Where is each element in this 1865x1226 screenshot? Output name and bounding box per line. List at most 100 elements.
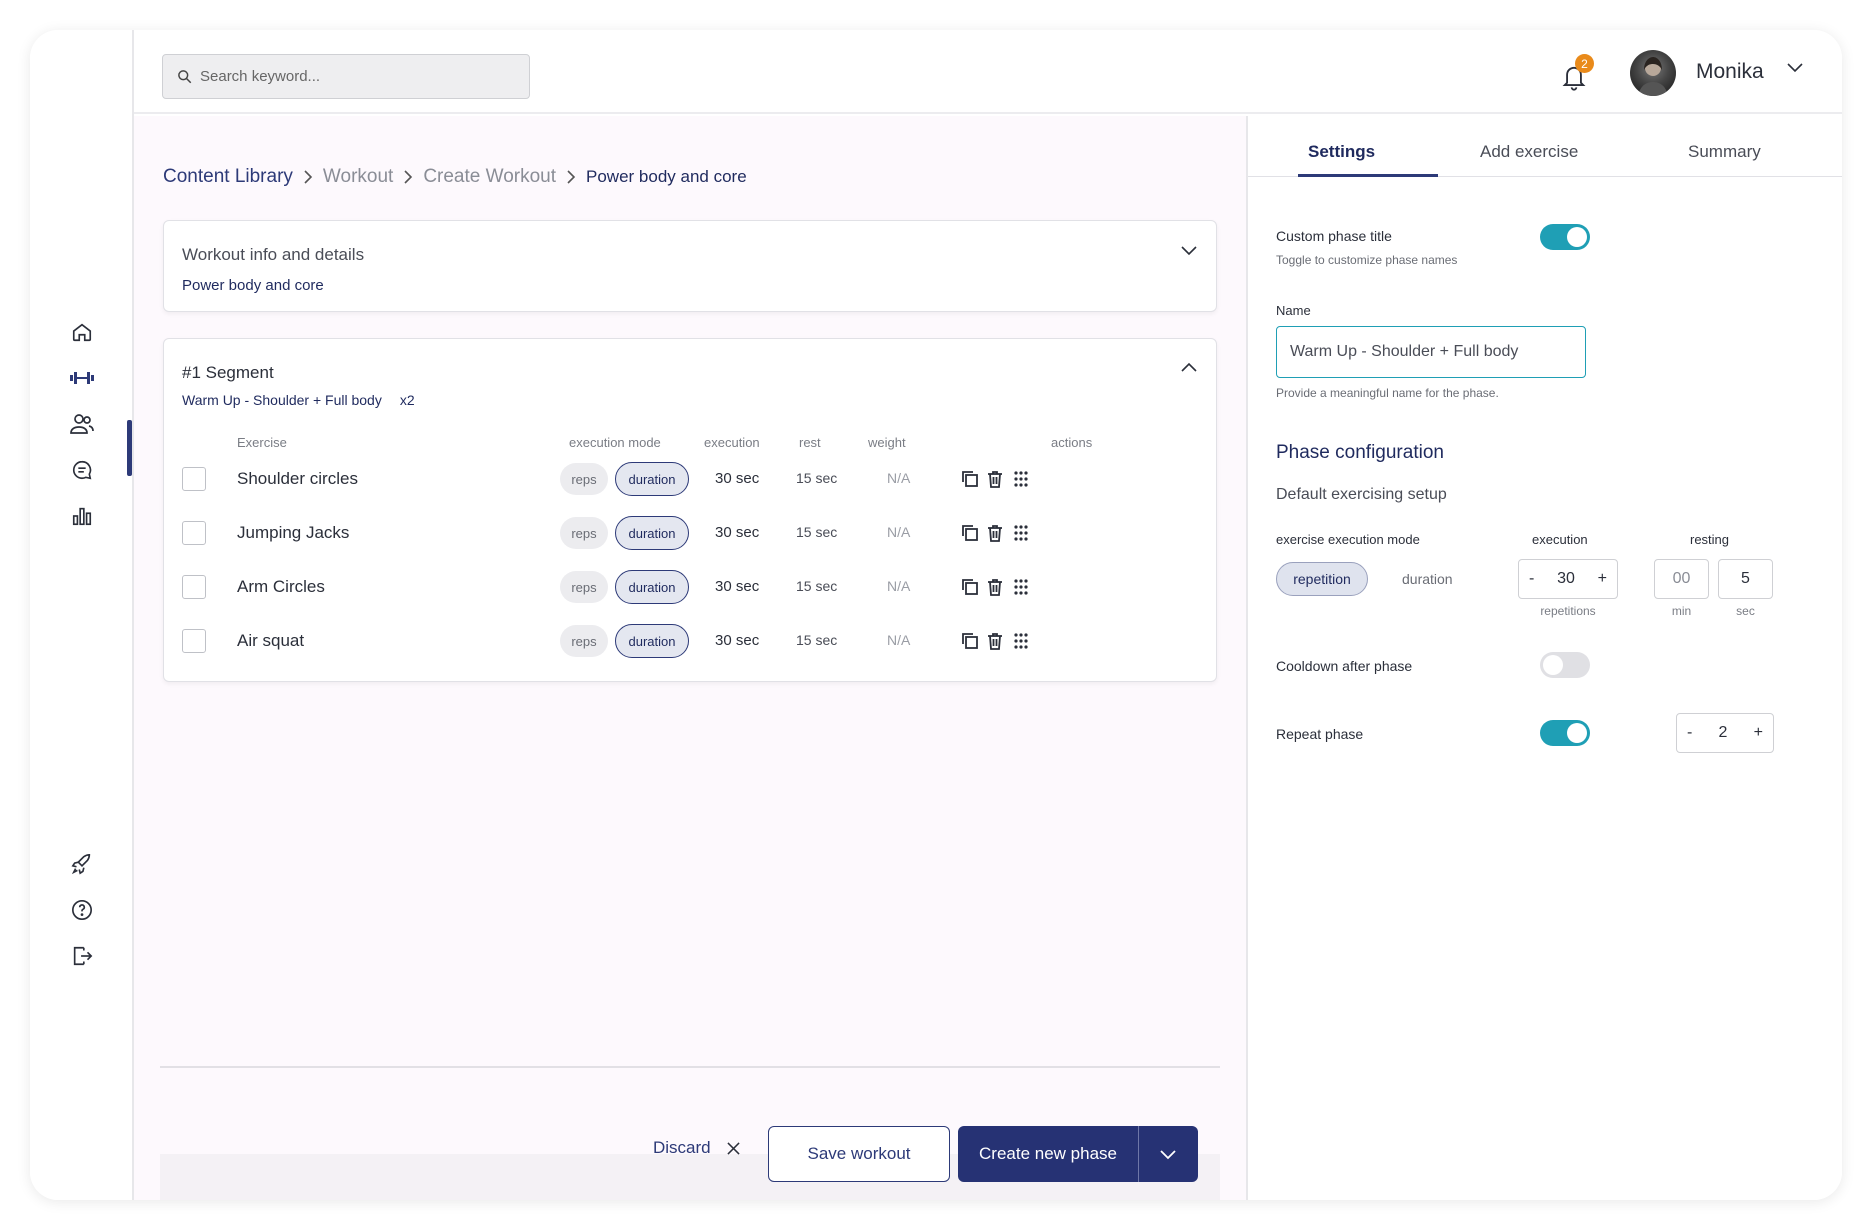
help-icon[interactable] xyxy=(64,892,100,928)
avatar[interactable] xyxy=(1630,50,1676,96)
row-checkbox[interactable] xyxy=(182,521,206,545)
home-icon[interactable] xyxy=(64,314,100,350)
mode-duration-pill[interactable]: duration xyxy=(615,516,689,550)
cooldown-toggle[interactable] xyxy=(1540,652,1590,678)
resting-min-field[interactable]: 00 xyxy=(1654,559,1709,599)
breadcrumb: Content Library Workout Create Workout P… xyxy=(163,166,747,188)
rest-value: 15 sec xyxy=(796,632,838,648)
search-input[interactable] xyxy=(200,68,500,85)
drag-handle-icon[interactable] xyxy=(1009,467,1033,491)
segment-repeat: x2 xyxy=(399,392,415,408)
chevron-down-icon[interactable] xyxy=(1786,60,1804,78)
tab-settings[interactable]: Settings xyxy=(1308,142,1376,161)
row-checkbox[interactable] xyxy=(182,575,206,599)
save-workout-button[interactable]: Save workout xyxy=(768,1126,950,1182)
execution-value: 30 sec xyxy=(715,632,760,649)
execution-mode-label: exercise execution mode xyxy=(1276,532,1420,547)
rest-value: 15 sec xyxy=(796,524,838,540)
drag-handle-icon[interactable] xyxy=(1009,521,1033,545)
rocket-icon[interactable] xyxy=(64,846,100,882)
chevron-right-icon xyxy=(566,169,576,185)
repeat-increment-button[interactable]: + xyxy=(1753,724,1763,741)
trash-icon[interactable] xyxy=(983,467,1007,491)
column-execution-mode: execution mode xyxy=(569,435,661,450)
settings-panel: Settings Add exercise Summary Custom pha… xyxy=(1246,116,1842,1200)
analytics-icon[interactable] xyxy=(64,498,100,534)
users-icon[interactable] xyxy=(64,406,100,442)
mode-duration-pill[interactable]: duration xyxy=(615,624,689,658)
trash-icon[interactable] xyxy=(983,575,1007,599)
copy-icon[interactable] xyxy=(958,467,982,491)
mode-repetition-option[interactable]: repetition xyxy=(1276,562,1368,596)
repeat-stepper: - 2 + xyxy=(1676,713,1774,753)
exercise-name: Jumping Jacks xyxy=(237,523,350,542)
row-checkbox[interactable] xyxy=(182,629,206,653)
default-setup-title: Default exercising setup xyxy=(1276,486,1447,503)
resting-min-unit: min xyxy=(1671,604,1692,618)
row-checkbox[interactable] xyxy=(182,467,206,491)
create-new-phase-label[interactable]: Create new phase xyxy=(979,1144,1117,1163)
phase-name-hint: Provide a meaningful name for the phase. xyxy=(1276,386,1499,400)
mode-duration-option[interactable]: duration xyxy=(1402,571,1453,587)
workout-info-card[interactable]: Workout info and details Power body and … xyxy=(163,220,1217,312)
repeat-decrement-button[interactable]: - xyxy=(1687,724,1693,741)
execution-value[interactable]: 30 xyxy=(1557,570,1575,587)
copy-icon[interactable] xyxy=(958,521,982,545)
cooldown-label: Cooldown after phase xyxy=(1276,658,1413,674)
execution-increment-button[interactable]: + xyxy=(1597,570,1607,587)
weight-value: N/A xyxy=(887,470,911,486)
exercise-name: Shoulder circles xyxy=(237,469,358,488)
phase-name-input[interactable] xyxy=(1276,326,1586,378)
mode-reps-pill[interactable]: reps xyxy=(560,463,608,495)
rest-value: 15 sec xyxy=(796,578,838,594)
weight-value: N/A xyxy=(887,578,911,594)
chevron-down-icon[interactable] xyxy=(1180,243,1198,261)
drag-handle-icon[interactable] xyxy=(1009,629,1033,653)
mode-duration-pill[interactable]: duration xyxy=(615,462,689,496)
column-rest: rest xyxy=(799,435,821,450)
active-tab-indicator xyxy=(1298,174,1438,177)
breadcrumb-create-workout[interactable]: Create Workout xyxy=(423,166,557,187)
mode-reps-pill[interactable]: reps xyxy=(560,625,608,657)
tab-add-exercise[interactable]: Add exercise xyxy=(1480,142,1579,161)
dumbbell-icon[interactable] xyxy=(64,360,100,396)
chevron-up-icon[interactable] xyxy=(1180,361,1198,379)
user-name[interactable]: Monika xyxy=(1696,60,1764,83)
execution-decrement-button[interactable]: - xyxy=(1529,570,1535,587)
breadcrumb-content-library[interactable]: Content Library xyxy=(163,166,293,187)
mode-duration-pill[interactable]: duration xyxy=(615,570,689,604)
exercise-name: Arm Circles xyxy=(237,577,325,596)
breadcrumb-current: Power body and core xyxy=(586,167,747,186)
chevron-down-icon[interactable] xyxy=(1139,1148,1197,1160)
copy-icon[interactable] xyxy=(958,575,982,599)
custom-phase-title-toggle[interactable] xyxy=(1540,224,1590,250)
column-execution: execution xyxy=(704,435,760,450)
phase-configuration-title: Phase configuration xyxy=(1276,442,1444,463)
search-box[interactable] xyxy=(162,54,530,99)
drag-handle-icon[interactable] xyxy=(1009,575,1033,599)
create-new-phase-button[interactable]: Create new phase xyxy=(958,1126,1198,1182)
tab-summary[interactable]: Summary xyxy=(1688,142,1761,161)
resting-sec-unit: sec xyxy=(1736,604,1755,618)
mode-reps-pill[interactable]: reps xyxy=(560,571,608,603)
custom-phase-title-hint: Toggle to customize phase names xyxy=(1276,253,1458,267)
logout-icon[interactable] xyxy=(64,938,100,974)
mode-reps-pill[interactable]: reps xyxy=(560,517,608,549)
trash-icon[interactable] xyxy=(983,521,1007,545)
column-weight: weight xyxy=(868,435,906,450)
resting-sec-field[interactable]: 5 xyxy=(1718,559,1773,599)
main-content: Content Library Workout Create Workout P… xyxy=(134,116,1246,1200)
column-actions: actions xyxy=(1051,435,1093,450)
rest-value: 15 sec xyxy=(796,470,838,486)
execution-value: 30 sec xyxy=(715,470,760,487)
repeat-value[interactable]: 2 xyxy=(1718,724,1728,741)
notification-badge: 2 xyxy=(1575,54,1594,73)
breadcrumb-workout[interactable]: Workout xyxy=(322,166,394,187)
trash-icon[interactable] xyxy=(983,629,1007,653)
discard-button[interactable]: Discard xyxy=(653,1138,740,1158)
repeat-phase-toggle[interactable] xyxy=(1540,720,1590,746)
copy-icon[interactable] xyxy=(958,629,982,653)
table-row: Air squat reps duration 30 sec 15 sec N/… xyxy=(164,615,1216,667)
notifications-button[interactable]: 2 xyxy=(1558,54,1594,94)
chat-icon[interactable] xyxy=(64,452,100,488)
